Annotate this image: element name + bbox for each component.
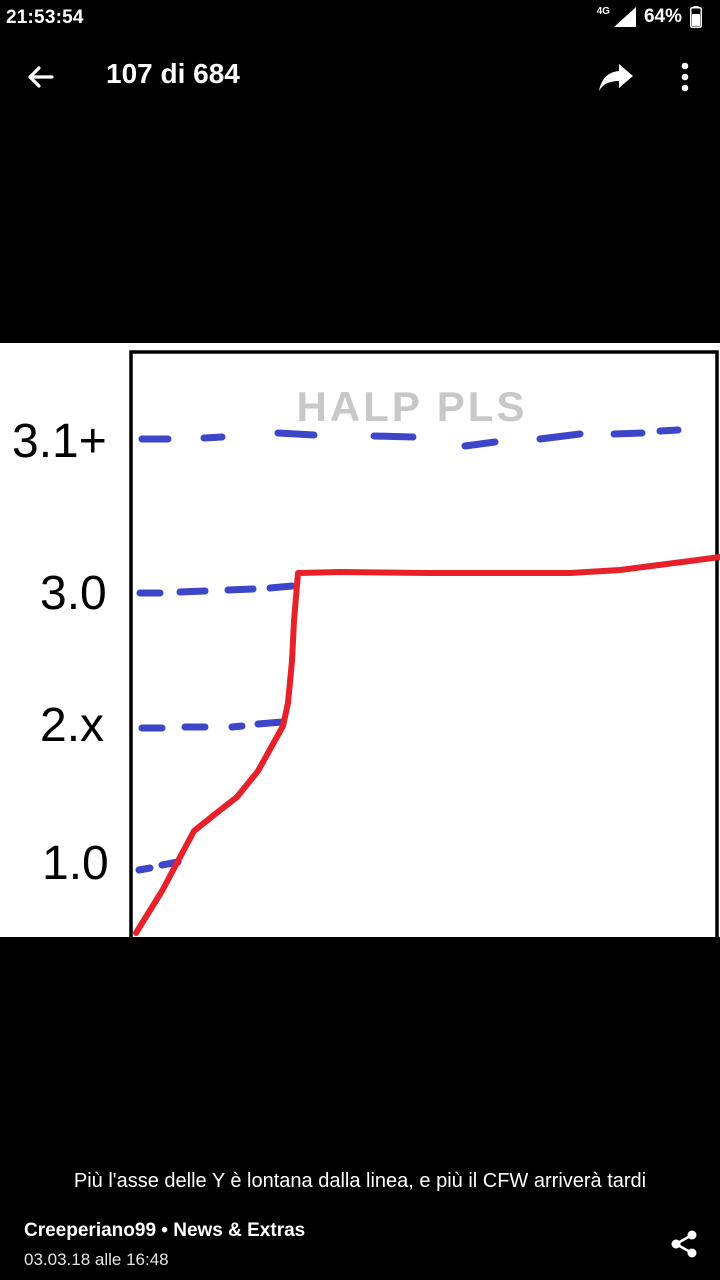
share-nodes-icon: [671, 1230, 697, 1258]
more-vertical-icon: [681, 62, 689, 92]
signal-icon: [613, 7, 636, 27]
battery-icon: [690, 6, 702, 28]
status-time: 21:53:54: [6, 7, 84, 28]
post-date: 03.03.18 alle 16:48: [24, 1250, 169, 1269]
share-bottom-button[interactable]: [668, 1228, 700, 1260]
dashed-level-3-0: [136, 582, 296, 597]
meme-drawing: HALP PLS 3.1+ 3.0 2.x 1.0: [12, 350, 720, 937]
y-label-1-0: 1.0: [42, 837, 109, 890]
share-forward-icon: [599, 64, 633, 91]
more-options-button[interactable]: [672, 60, 698, 94]
dashed-level-2-x: [138, 718, 286, 732]
network-type: 4G: [596, 5, 610, 17]
share-button[interactable]: [596, 60, 636, 94]
image-caption: Più l'asse delle Y è lontana dalla linea…: [73, 1170, 647, 1192]
app-bar: 107 di 684: [0, 40, 720, 112]
dashed-level-3-1: [138, 426, 682, 450]
author-and-album[interactable]: Creeperiano99 • News & Extras: [24, 1220, 306, 1241]
red-progress-line: [133, 554, 720, 936]
status-indicators: 4G 64%: [597, 6, 702, 28]
annotation-text: HALP PLS: [297, 383, 528, 430]
photo-viewer-image[interactable]: HALP PLS 3.1+ 3.0 2.x 1.0: [0, 343, 720, 937]
y-label-3-0: 3.0: [40, 567, 107, 620]
y-label-2-x: 2.x: [40, 699, 104, 752]
y-label-3-1: 3.1+: [12, 415, 107, 468]
battery-level: 64%: [643, 6, 682, 27]
arrow-left-icon: [28, 66, 54, 88]
plot-frame: [129, 350, 719, 937]
status-bar: 21:53:54 4G 64%: [0, 0, 720, 36]
back-button[interactable]: [24, 60, 58, 94]
page-title: 107 di 684: [106, 58, 240, 89]
